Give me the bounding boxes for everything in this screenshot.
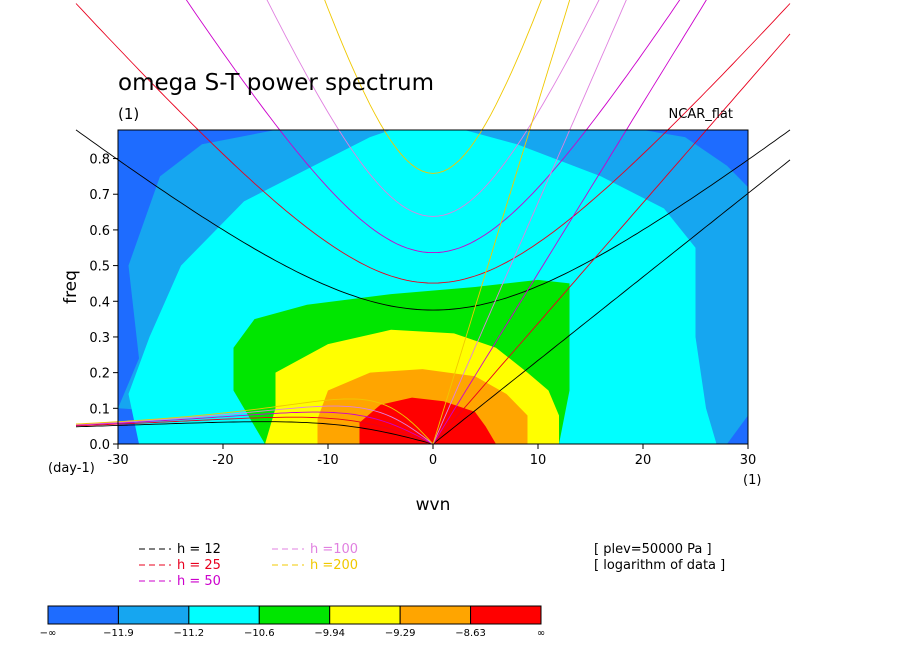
y-axis: 0.0 0.1 0.2 0.3 0.4 0.5 0.6 0.7 0.8: [89, 153, 118, 453]
gravity-curve-h25: [75, 3, 791, 284]
colorbar-tick-label: −8.63: [455, 628, 486, 639]
kelvin-curve-h50: [432, 0, 707, 445]
x-tick-label: -20: [212, 453, 233, 468]
colorbar-tick-label: −11.2: [174, 628, 205, 639]
colorbar-swatch: [329, 605, 401, 625]
colorbar-swatch: [470, 605, 542, 625]
colorbar-swatch: [47, 605, 119, 625]
kelvin-curve-h200: [432, 0, 571, 445]
x-tick-label: -10: [317, 453, 338, 468]
colorbar-tick-label: −10.6: [244, 628, 275, 639]
y-tick-label: 0.5: [89, 260, 110, 275]
x-unit-left: (day-1): [48, 461, 95, 476]
gravity-curve-h100: [266, 0, 600, 217]
gravity-curve-h200: [324, 0, 542, 174]
legend-label: h = 12: [177, 542, 221, 557]
rossby-curve-h25: [75, 416, 434, 445]
colorbar-swatch: [117, 605, 190, 625]
gravity-curve-h50: [185, 0, 681, 254]
x-tick-label: 0: [429, 453, 437, 468]
colorbar-swatch: [188, 605, 260, 625]
y-tick-label: 0.7: [89, 188, 110, 203]
chart-subtitle: (1): [118, 105, 139, 123]
x-tick-label: 10: [530, 453, 547, 468]
legend-label: h = 25: [177, 558, 221, 573]
colorbar-tick-label: −9.94: [314, 628, 345, 639]
colorbar-swatch: [399, 605, 472, 625]
y-tick-label: 0.0: [89, 438, 110, 453]
y-axis-label: freq: [61, 270, 81, 304]
corner-label: NCAR_flat: [669, 107, 733, 122]
annotation-log: [ logarithm of data ]: [594, 558, 725, 573]
y-tick-label: 0.1: [89, 402, 110, 417]
y-tick-label: 0.6: [89, 224, 110, 239]
y-tick-label: 0.8: [89, 153, 110, 168]
colorbar-tick-label: ∞: [537, 628, 545, 639]
contour-fill: [118, 130, 748, 444]
colorbar-swatch: [258, 605, 331, 625]
y-tick-label: 0.3: [89, 331, 110, 346]
x-axis: -30 -20 -10 0 10 20 30: [107, 444, 756, 468]
y-tick-label: 0.4: [89, 295, 110, 310]
colorbar-tick-label: −9.29: [385, 628, 416, 639]
kelvin-curve-h100: [432, 0, 627, 445]
rossby-curve-h12: [75, 421, 434, 445]
x-axis-label: wvn: [416, 495, 451, 515]
y-tick-label: 0.2: [89, 367, 110, 382]
colorbar-tick-label: −∞: [40, 628, 57, 639]
rossby-curve-h200: [75, 398, 434, 445]
chart-title: omega S-T power spectrum: [118, 70, 434, 96]
gravity-curve-h12: [75, 129, 791, 311]
dispersion-curves: [75, 0, 791, 445]
colorbar-tick-label: −11.9: [103, 628, 134, 639]
x-tick-label: 20: [635, 453, 652, 468]
rossby-curve-h100: [75, 405, 434, 445]
rossby-curve-h50: [75, 411, 434, 445]
annotation-plev: [ plev=50000 Pa ]: [594, 542, 712, 557]
x-tick-label: 30: [740, 453, 757, 468]
kelvin-curve-h25: [432, 33, 791, 445]
legend-label: h =200: [310, 558, 358, 573]
x-tick-label: -30: [107, 453, 128, 468]
legend-label: h = 50: [177, 574, 221, 589]
legend-label: h =100: [310, 542, 358, 557]
colorbar: −∞ −11.9 −11.2 −10.6 −9.94 −9.29 −8.63 ∞: [40, 605, 545, 639]
x-unit-right: (1): [743, 473, 761, 488]
kelvin-curve-h12: [432, 159, 791, 445]
